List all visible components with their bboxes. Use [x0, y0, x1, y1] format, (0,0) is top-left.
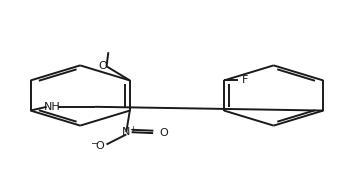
Text: +: +	[129, 125, 136, 134]
Text: O: O	[98, 61, 106, 71]
Text: O: O	[160, 128, 169, 138]
Text: −: −	[90, 138, 98, 147]
Text: F: F	[242, 75, 249, 85]
Text: N: N	[122, 127, 130, 137]
Text: NH: NH	[44, 102, 60, 112]
Text: O: O	[95, 141, 104, 151]
